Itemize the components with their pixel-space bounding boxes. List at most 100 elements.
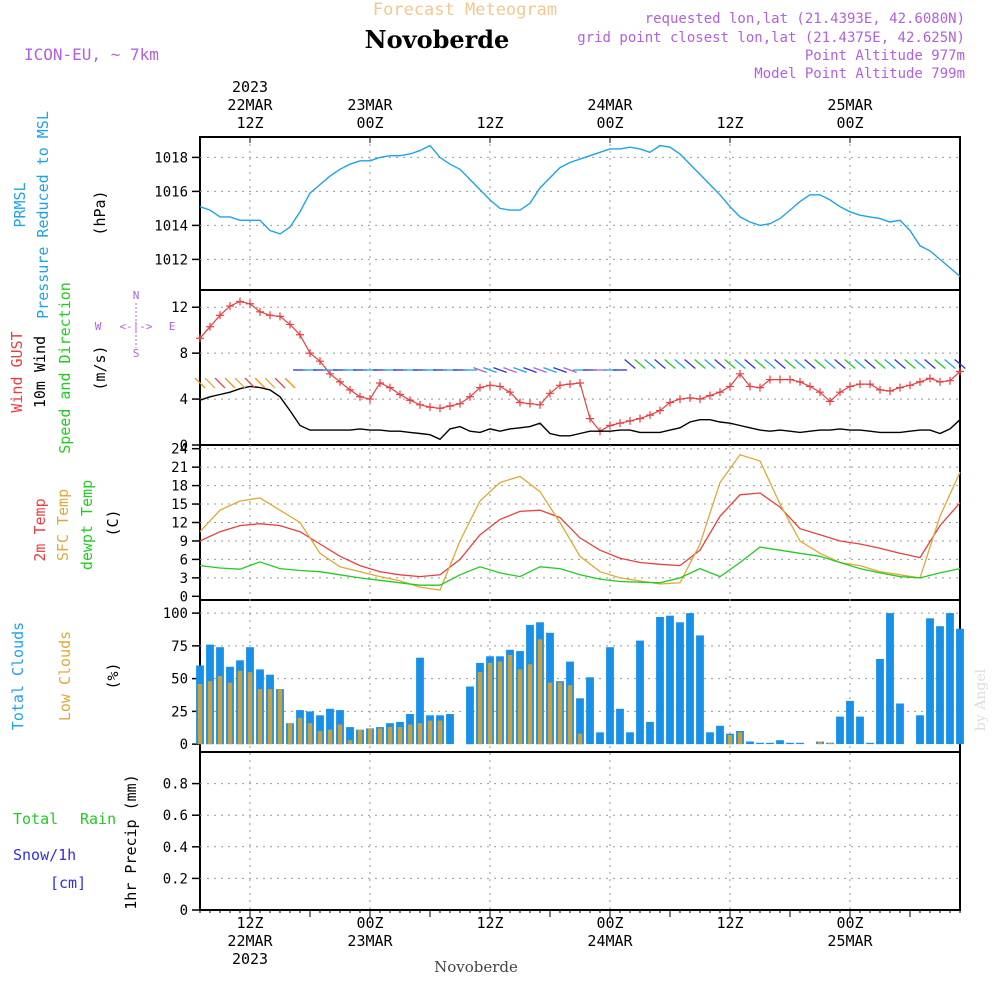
gust-marker xyxy=(636,414,644,423)
low-cloud-bar xyxy=(527,664,533,745)
wind-arrow xyxy=(854,359,866,369)
wind-arrow xyxy=(674,359,686,369)
time-label-top: 12Z xyxy=(236,114,263,132)
gust-marker xyxy=(276,312,284,321)
wind-arrow xyxy=(884,359,896,369)
pressure-line xyxy=(199,144,961,277)
gust-marker xyxy=(476,383,484,392)
total-cloud-bar xyxy=(606,647,614,745)
low-cloud-bar xyxy=(547,682,553,745)
location-title: Novoberde xyxy=(365,25,510,54)
low-cloud-bar xyxy=(537,639,543,745)
gust-marker xyxy=(676,395,684,404)
wind-arrow xyxy=(864,359,876,369)
wind-arrow xyxy=(804,359,816,369)
svg-text:N: N xyxy=(133,289,140,302)
total-cloud-bar xyxy=(746,741,754,745)
gust-marker xyxy=(336,377,344,386)
gust-marker xyxy=(616,419,624,428)
total-cloud-bar xyxy=(796,742,804,745)
gust-marker xyxy=(496,382,504,391)
total-cloud-bar xyxy=(326,708,334,745)
low-cloud-bar xyxy=(367,728,373,745)
wind-arrow xyxy=(523,366,537,374)
time-label-bottom: 00Z xyxy=(596,914,623,932)
wind-arrow xyxy=(473,366,487,374)
gust-marker xyxy=(826,397,834,406)
gust-marker xyxy=(316,357,324,366)
sfc-temp-line xyxy=(199,454,961,591)
wind-arrow xyxy=(483,366,497,374)
low-cloud-bar xyxy=(387,727,393,745)
gust-marker xyxy=(456,399,464,408)
total-cloud-bar xyxy=(616,708,624,745)
wind-arrow xyxy=(894,359,906,369)
total-cloud-bar xyxy=(876,659,884,745)
gust-marker xyxy=(776,375,784,384)
temp-labels: 2m Temp SFC Temp dewpt Temp (C) xyxy=(31,480,122,570)
y-tick-label: 0 xyxy=(180,438,188,454)
low-cloud-bar xyxy=(287,723,293,745)
gust-marker xyxy=(656,406,664,415)
wind-arrow xyxy=(714,359,726,369)
time-label-bottom: 00Z xyxy=(836,914,863,932)
y-tick-label: 75 xyxy=(171,639,188,655)
total-cloud-bar xyxy=(626,732,634,745)
total-cloud-bar xyxy=(636,640,644,745)
gust-marker xyxy=(766,375,774,384)
gust-marker xyxy=(786,375,794,384)
total-cloud-bar xyxy=(926,618,934,745)
total-cloud-bar xyxy=(836,716,844,745)
gust-marker xyxy=(376,379,384,387)
t2m-label: 2m Temp xyxy=(31,498,49,561)
gust-marker xyxy=(236,297,244,306)
time-label-top: 2023 xyxy=(232,78,268,96)
pressure-labels: PRMSL Pressure Reduced to MSL (hPa) xyxy=(11,111,109,319)
time-label-top: 00Z xyxy=(596,114,623,132)
time-label-bottom: 23MAR xyxy=(347,932,393,950)
total-cloud-bar xyxy=(706,732,714,745)
time-label-bottom: 12Z xyxy=(236,914,263,932)
gust-marker xyxy=(916,377,924,386)
y-tick-label: 9 xyxy=(180,534,188,550)
wind-arrow xyxy=(874,359,886,369)
gust-marker xyxy=(926,374,934,383)
gust-marker xyxy=(806,382,814,391)
wind-arrow xyxy=(834,359,846,369)
precip-cm-label: [cm] xyxy=(50,874,86,892)
low-cloud-bar xyxy=(517,669,523,745)
low-cloud-bar xyxy=(197,683,203,745)
wind-arrow xyxy=(204,377,216,389)
low-cloud-bar xyxy=(307,723,313,745)
gust-marker xyxy=(686,393,694,402)
wind-arrow xyxy=(764,359,776,369)
gust-marker xyxy=(876,385,884,394)
time-label-top: 00Z xyxy=(356,114,383,132)
gust-marker xyxy=(586,414,594,423)
gridpoint-coords: grid point closest lon,lat (21.4375E, 42… xyxy=(577,30,965,46)
wind-arrow xyxy=(533,366,547,374)
y-tick-label: 0 xyxy=(180,589,188,605)
y-tick-label: 12 xyxy=(171,516,188,532)
gust-marker xyxy=(546,389,554,398)
dir-label: Speed and Direction xyxy=(56,282,74,454)
y-tick-label: 0.8 xyxy=(163,777,188,793)
y-tick-label: 50 xyxy=(171,672,188,688)
total-cloud-bar xyxy=(646,721,654,745)
wind-arrow xyxy=(774,359,786,369)
gust-marker xyxy=(946,376,954,385)
gust-marker xyxy=(716,388,724,397)
time-label-bottom: 00Z xyxy=(356,914,383,932)
total-cloud-bar xyxy=(846,700,854,745)
precip-snow-label: Snow/1h xyxy=(13,846,76,864)
wind-arrow xyxy=(214,377,226,389)
compass-icon: N S W E <-|-> xyxy=(95,289,176,360)
wind-arrow xyxy=(754,359,766,369)
precip-unit: 1hr Precip (mm) xyxy=(122,774,140,909)
gust-marker xyxy=(836,388,844,397)
wind-direction-arrows xyxy=(194,359,966,389)
precip-total-label: Total xyxy=(13,810,58,828)
gust-marker xyxy=(956,367,964,376)
total-cloud-bar xyxy=(596,732,604,745)
gust-marker xyxy=(726,382,734,391)
